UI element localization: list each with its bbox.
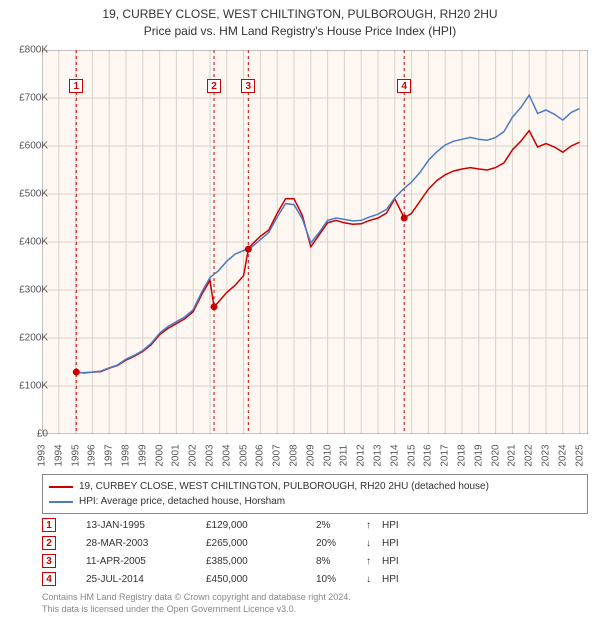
x-tick-label: 1993 xyxy=(37,441,48,471)
x-tick-label: 2012 xyxy=(356,441,367,471)
x-tick-label: 2011 xyxy=(339,441,350,471)
x-tick-label: 1994 xyxy=(53,441,64,471)
x-tick-label: 1997 xyxy=(104,441,115,471)
transaction-arrow-icon: ↓ xyxy=(366,574,382,585)
transaction-date: 25-JUL-2014 xyxy=(86,574,206,585)
x-tick-label: 2013 xyxy=(373,441,384,471)
y-tick-label: £800K xyxy=(8,45,48,56)
legend-item: 19, CURBEY CLOSE, WEST CHILTINGTON, PULB… xyxy=(49,479,581,494)
y-tick-label: £700K xyxy=(8,93,48,104)
x-tick-label: 2010 xyxy=(322,441,333,471)
title-line-1: 19, CURBEY CLOSE, WEST CHILTINGTON, PULB… xyxy=(0,6,600,23)
transaction-marker: 1 xyxy=(42,518,56,532)
chart-marker-4: 4 xyxy=(397,79,411,93)
legend-swatch xyxy=(49,486,73,488)
y-tick-label: £500K xyxy=(8,189,48,200)
x-tick-label: 2007 xyxy=(272,441,283,471)
chart-marker-3: 3 xyxy=(241,79,255,93)
transaction-marker: 4 xyxy=(42,572,56,586)
x-tick-label: 2008 xyxy=(289,441,300,471)
x-tick-label: 2016 xyxy=(423,441,434,471)
x-tick-label: 2021 xyxy=(507,441,518,471)
x-tick-label: 2018 xyxy=(457,441,468,471)
chart-marker-1: 1 xyxy=(69,79,83,93)
x-tick-label: 2023 xyxy=(541,441,552,471)
x-tick-label: 1995 xyxy=(70,441,81,471)
transaction-pct: 10% xyxy=(316,574,366,585)
y-tick-label: £600K xyxy=(8,141,48,152)
transaction-row: 4 25-JUL-2014£450,00010%↓HPI xyxy=(42,570,422,588)
x-tick-label: 2025 xyxy=(574,441,585,471)
transaction-row: 1 13-JAN-1995£129,0002%↑HPI xyxy=(42,516,422,534)
x-tick-label: 2019 xyxy=(473,441,484,471)
footer-line-2: This data is licensed under the Open Gov… xyxy=(42,604,351,616)
y-tick-label: £400K xyxy=(8,237,48,248)
y-tick-label: £300K xyxy=(8,285,48,296)
x-tick-label: 1996 xyxy=(87,441,98,471)
legend: 19, CURBEY CLOSE, WEST CHILTINGTON, PULB… xyxy=(42,474,588,514)
transaction-arrow-icon: ↓ xyxy=(366,538,382,549)
x-tick-label: 2004 xyxy=(221,441,232,471)
chart-container: 19, CURBEY CLOSE, WEST CHILTINGTON, PULB… xyxy=(0,0,600,620)
x-tick-label: 2015 xyxy=(406,441,417,471)
x-tick-label: 2024 xyxy=(557,441,568,471)
legend-label: 19, CURBEY CLOSE, WEST CHILTINGTON, PULB… xyxy=(79,479,489,494)
chart-svg xyxy=(42,50,588,434)
transaction-pct: 20% xyxy=(316,538,366,549)
y-tick-label: £100K xyxy=(8,381,48,392)
title-block: 19, CURBEY CLOSE, WEST CHILTINGTON, PULB… xyxy=(0,0,600,40)
x-tick-label: 2014 xyxy=(389,441,400,471)
x-tick-label: 2001 xyxy=(171,441,182,471)
chart-marker-2: 2 xyxy=(207,79,221,93)
transaction-arrow-icon: ↑ xyxy=(366,520,382,531)
legend-item: HPI: Average price, detached house, Hors… xyxy=(49,494,581,509)
transaction-pct: 8% xyxy=(316,556,366,567)
x-tick-label: 2003 xyxy=(205,441,216,471)
chart-plot-area xyxy=(42,50,588,434)
y-tick-label: £200K xyxy=(8,333,48,344)
transaction-price: £129,000 xyxy=(206,520,316,531)
x-tick-label: 2006 xyxy=(255,441,266,471)
transaction-marker: 2 xyxy=(42,536,56,550)
x-tick-label: 1999 xyxy=(137,441,148,471)
footer: Contains HM Land Registry data © Crown c… xyxy=(42,592,351,615)
x-tick-label: 2009 xyxy=(305,441,316,471)
x-tick-label: 2022 xyxy=(524,441,535,471)
transaction-arrow-icon: ↑ xyxy=(366,556,382,567)
transaction-date: 11-APR-2005 xyxy=(86,556,206,567)
transaction-price: £450,000 xyxy=(206,574,316,585)
transaction-price: £265,000 xyxy=(206,538,316,549)
transaction-date: 13-JAN-1995 xyxy=(86,520,206,531)
footer-line-1: Contains HM Land Registry data © Crown c… xyxy=(42,592,351,604)
transaction-marker: 3 xyxy=(42,554,56,568)
x-tick-label: 2020 xyxy=(490,441,501,471)
transaction-tag: HPI xyxy=(382,520,422,531)
legend-swatch xyxy=(49,501,73,503)
transaction-tag: HPI xyxy=(382,574,422,585)
x-tick-label: 2017 xyxy=(440,441,451,471)
x-tick-label: 1998 xyxy=(121,441,132,471)
x-tick-label: 2002 xyxy=(188,441,199,471)
transaction-date: 28-MAR-2003 xyxy=(86,538,206,549)
transactions-table: 113-JAN-1995£129,0002%↑HPI228-MAR-2003£2… xyxy=(42,516,422,588)
title-line-2: Price paid vs. HM Land Registry's House … xyxy=(0,23,600,40)
x-tick-label: 2000 xyxy=(154,441,165,471)
transaction-row: 3 11-APR-2005£385,0008%↑HPI xyxy=(42,552,422,570)
y-tick-label: £0 xyxy=(8,429,48,440)
transaction-tag: HPI xyxy=(382,556,422,567)
x-tick-label: 2005 xyxy=(238,441,249,471)
transaction-price: £385,000 xyxy=(206,556,316,567)
legend-label: HPI: Average price, detached house, Hors… xyxy=(79,494,285,509)
transaction-tag: HPI xyxy=(382,538,422,549)
transaction-pct: 2% xyxy=(316,520,366,531)
transaction-row: 2 28-MAR-2003£265,00020%↓HPI xyxy=(42,534,422,552)
